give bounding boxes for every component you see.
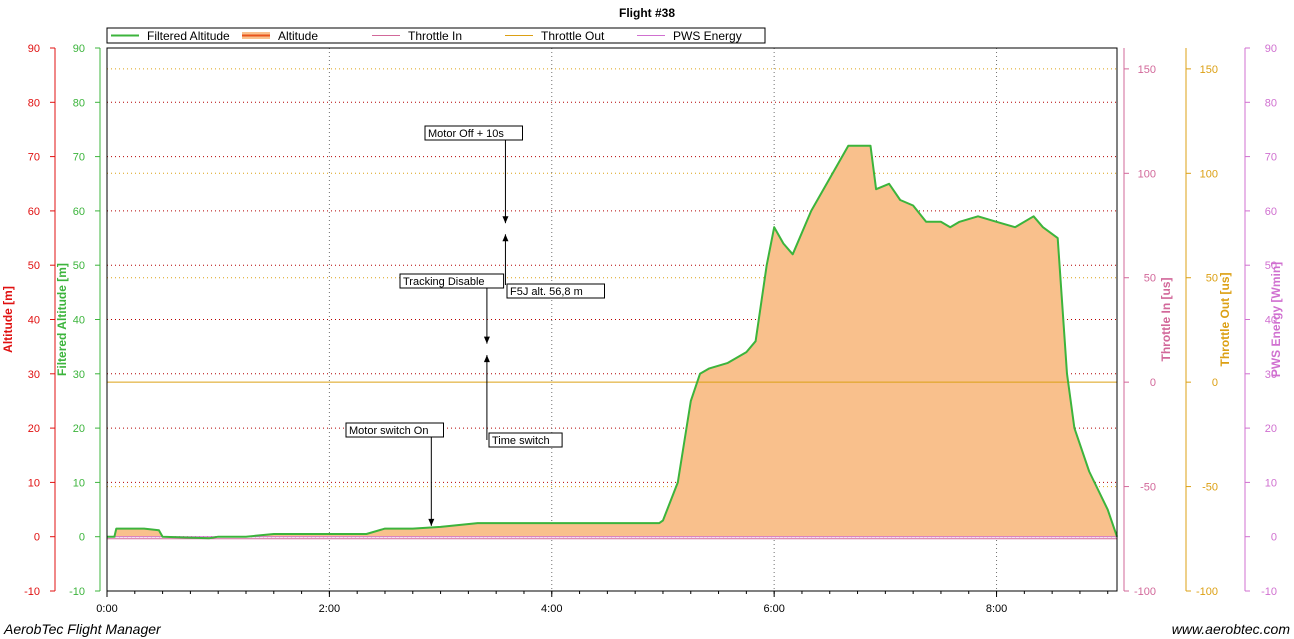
y-tick-label: 90	[1265, 43, 1277, 55]
y-axis-4: 150 100 50 0 -50 -100 Throttle Out [us]	[1185, 48, 1232, 598]
y-tick-label: 50	[1144, 273, 1156, 285]
y-tick-label: 10	[1265, 477, 1277, 489]
app-name: AerobTec Flight Manager	[4, 621, 161, 637]
y-tick-label: 20	[1265, 423, 1277, 435]
y-axis-3: 150 100 50 0 -50 -100 Throttle In [us]	[1123, 48, 1173, 598]
y-tick-label: -50	[1202, 482, 1218, 494]
y-axis-label: PWS Energy [Wmin]	[1269, 262, 1283, 377]
annotation-motor-off: Motor Off + 10s	[428, 128, 504, 140]
legend-item[interactable]: Throttle Out	[505, 29, 605, 43]
y-tick-label: 80	[73, 97, 85, 109]
y-tick-label: 90	[73, 43, 85, 55]
y-tick-label: -10	[1261, 586, 1277, 598]
y-axis-5: 90 80 70 60 50 40 30 20 10 0 -10 PWS Energy [Wmin]	[1244, 43, 1283, 598]
legend-label: Altitude	[278, 29, 318, 43]
y-tick-label: 0	[1271, 532, 1277, 544]
y-tick-label: 30	[28, 369, 40, 381]
y-tick-label: 50	[1265, 260, 1277, 272]
legend-item[interactable]: Altitude	[242, 29, 318, 43]
y-tick-label: 10	[73, 477, 85, 489]
y-tick-label: 20	[73, 423, 85, 435]
y-tick-label: 100	[1200, 168, 1218, 180]
y-tick-label: 0	[34, 532, 40, 544]
tracking-disable-arrow-head	[483, 336, 490, 344]
annotation-time-switch-box	[488, 432, 563, 448]
y-axis-label: Filtered Altitude [m]	[55, 263, 69, 376]
time-switch-arrow-head	[483, 355, 490, 363]
annotation-f5j-altitude-box	[506, 283, 605, 299]
annotation-motor-switch-on: Motor switch On	[349, 425, 428, 437]
x-tick-label: 0:00	[96, 603, 117, 615]
y-tick-label: 50	[73, 260, 85, 272]
y-tick-label: 80	[28, 97, 40, 109]
legend-item[interactable]: PWS Energy	[637, 29, 742, 43]
annotation-f5j-altitude: F5J alt. 56,8 m	[510, 286, 583, 298]
y-tick-label: 40	[28, 315, 40, 327]
annotation-motor-off-box	[424, 125, 523, 141]
y-axis-label: Altitude [m]	[1, 286, 15, 353]
y-tick-label: -10	[24, 586, 40, 598]
y-tick-label: 30	[1265, 369, 1277, 381]
y-tick-label: 150	[1200, 64, 1218, 76]
legend-label: PWS Energy	[673, 29, 742, 43]
y-tick-label: 50	[1206, 273, 1218, 285]
y-axis-label: Throttle In [us]	[1159, 278, 1173, 362]
legend-label: Throttle In	[408, 29, 462, 43]
legend[interactable]: Filtered Altitude Altitude Throttle In Thro…	[106, 27, 766, 44]
annotation-time-switch: Time switch	[492, 435, 550, 447]
y-tick-label: -10	[69, 586, 85, 598]
y-tick-label: 80	[1265, 97, 1277, 109]
y-axis-label: Throttle Out [us]	[1218, 273, 1232, 367]
y-tick-label: -50	[1140, 482, 1156, 494]
y-tick-label: 40	[1265, 315, 1277, 327]
y-tick-label: 0	[1212, 377, 1218, 389]
legend-box	[106, 27, 766, 44]
y-tick-label: 60	[28, 206, 40, 218]
y-tick-label: -100	[1134, 586, 1156, 598]
legend-label: Filtered Altitude	[147, 29, 230, 43]
y-axis-1: 90 80 70 60 50 40 30 20 10 0 -10 Altitude [m]	[1, 43, 56, 598]
y-tick-label: 90	[28, 43, 40, 55]
motor-on-arrow-head	[428, 518, 435, 526]
x-tick-label: 4:00	[541, 603, 562, 615]
y-tick-label: 30	[73, 369, 85, 381]
motor-off-arrow-head	[502, 216, 509, 224]
website-link[interactable]: www.aerobtec.com	[1171, 621, 1290, 637]
y-tick-label: -100	[1196, 586, 1218, 598]
y-tick-label: 60	[1265, 206, 1277, 218]
chart-title: Flight #38	[619, 6, 675, 20]
y-tick-label: 0	[1150, 377, 1156, 389]
y-tick-label: 70	[73, 152, 85, 164]
y-tick-label: 40	[73, 315, 85, 327]
y-tick-label: 150	[1138, 64, 1156, 76]
x-tick-label: 6:00	[763, 603, 784, 615]
filtered-altitude-line	[107, 144, 1118, 540]
y-tick-label: 50	[28, 260, 40, 272]
y-tick-label: 70	[28, 152, 40, 164]
altitude-area	[107, 145, 1117, 539]
y-tick-label: 60	[73, 206, 85, 218]
legend-item[interactable]: Throttle In	[372, 29, 462, 43]
x-tick-label: 2:00	[319, 603, 340, 615]
annotation-tracking-disable: Tracking Disable	[403, 276, 485, 288]
f5j-arrow-head	[502, 234, 509, 242]
plot-frame	[106, 47, 1118, 592]
x-tick-label: 8:00	[986, 603, 1007, 615]
y-axis-2: 90 80 70 60 50 40 30 20 10 0 -10 Filtered Altitude …	[55, 43, 101, 598]
legend-label: Throttle Out	[541, 29, 605, 43]
y-tick-label: 0	[79, 532, 85, 544]
annotation-motor-switch-on-box	[345, 422, 444, 438]
y-tick-label: 70	[1265, 152, 1277, 164]
legend-item[interactable]: Filtered Altitude	[111, 29, 230, 43]
y-tick-label: 20	[28, 423, 40, 435]
annotation-tracking-disable-box	[399, 273, 505, 289]
y-tick-label: 100	[1138, 168, 1156, 180]
y-tick-label: 10	[28, 477, 40, 489]
flight-chart: Flight #38 0:002:004:006:008:00Time [min…	[1, 6, 1283, 634]
